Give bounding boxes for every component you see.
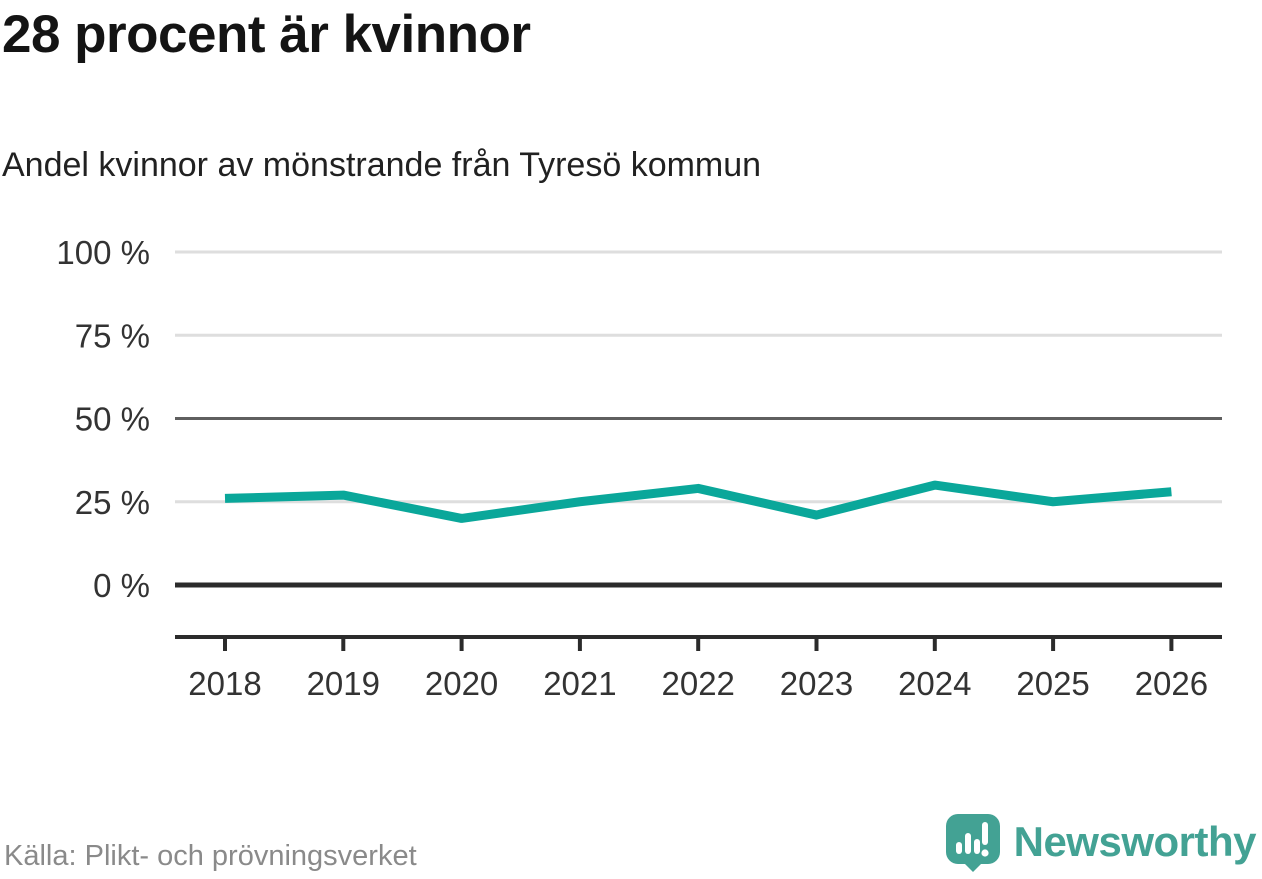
y-tick-label: 25 % <box>75 484 150 521</box>
chart-subtitle: Andel kvinnor av mönstrande från Tyresö … <box>2 146 762 184</box>
x-tick-label: 2024 <box>898 665 971 702</box>
x-tick-label: 2022 <box>661 665 734 702</box>
newsworthy-logo: Newsworthy <box>944 812 1257 872</box>
line-chart-svg: 100 % 75 % 50 % 25 % 0 % 2018 2019 2020 2021 2022… <box>56 234 1222 702</box>
x-tick-label: 2021 <box>543 665 616 702</box>
y-tick-label: 100 % <box>56 234 150 271</box>
x-tick-label: 2025 <box>1016 665 1089 702</box>
chart-title: 28 procent är kvinnor <box>2 5 531 64</box>
bar-chart-speech-bubble-icon <box>944 812 1002 872</box>
x-tick-label: 2023 <box>780 665 853 702</box>
x-tick-label: 2018 <box>188 665 261 702</box>
newsworthy-logo-text: Newsworthy <box>1013 818 1257 865</box>
x-tick-label: 2020 <box>425 665 498 702</box>
trend-line <box>224 480 1172 523</box>
x-tick-label: 2026 <box>1135 665 1208 702</box>
y-tick-label: 0 % <box>93 567 150 604</box>
y-tick-label: 75 % <box>75 317 150 354</box>
source-caption: Källa: Plikt- och prövningsverket <box>4 840 417 872</box>
y-tick-label: 50 % <box>75 401 150 438</box>
x-tick-label: 2019 <box>307 665 380 702</box>
